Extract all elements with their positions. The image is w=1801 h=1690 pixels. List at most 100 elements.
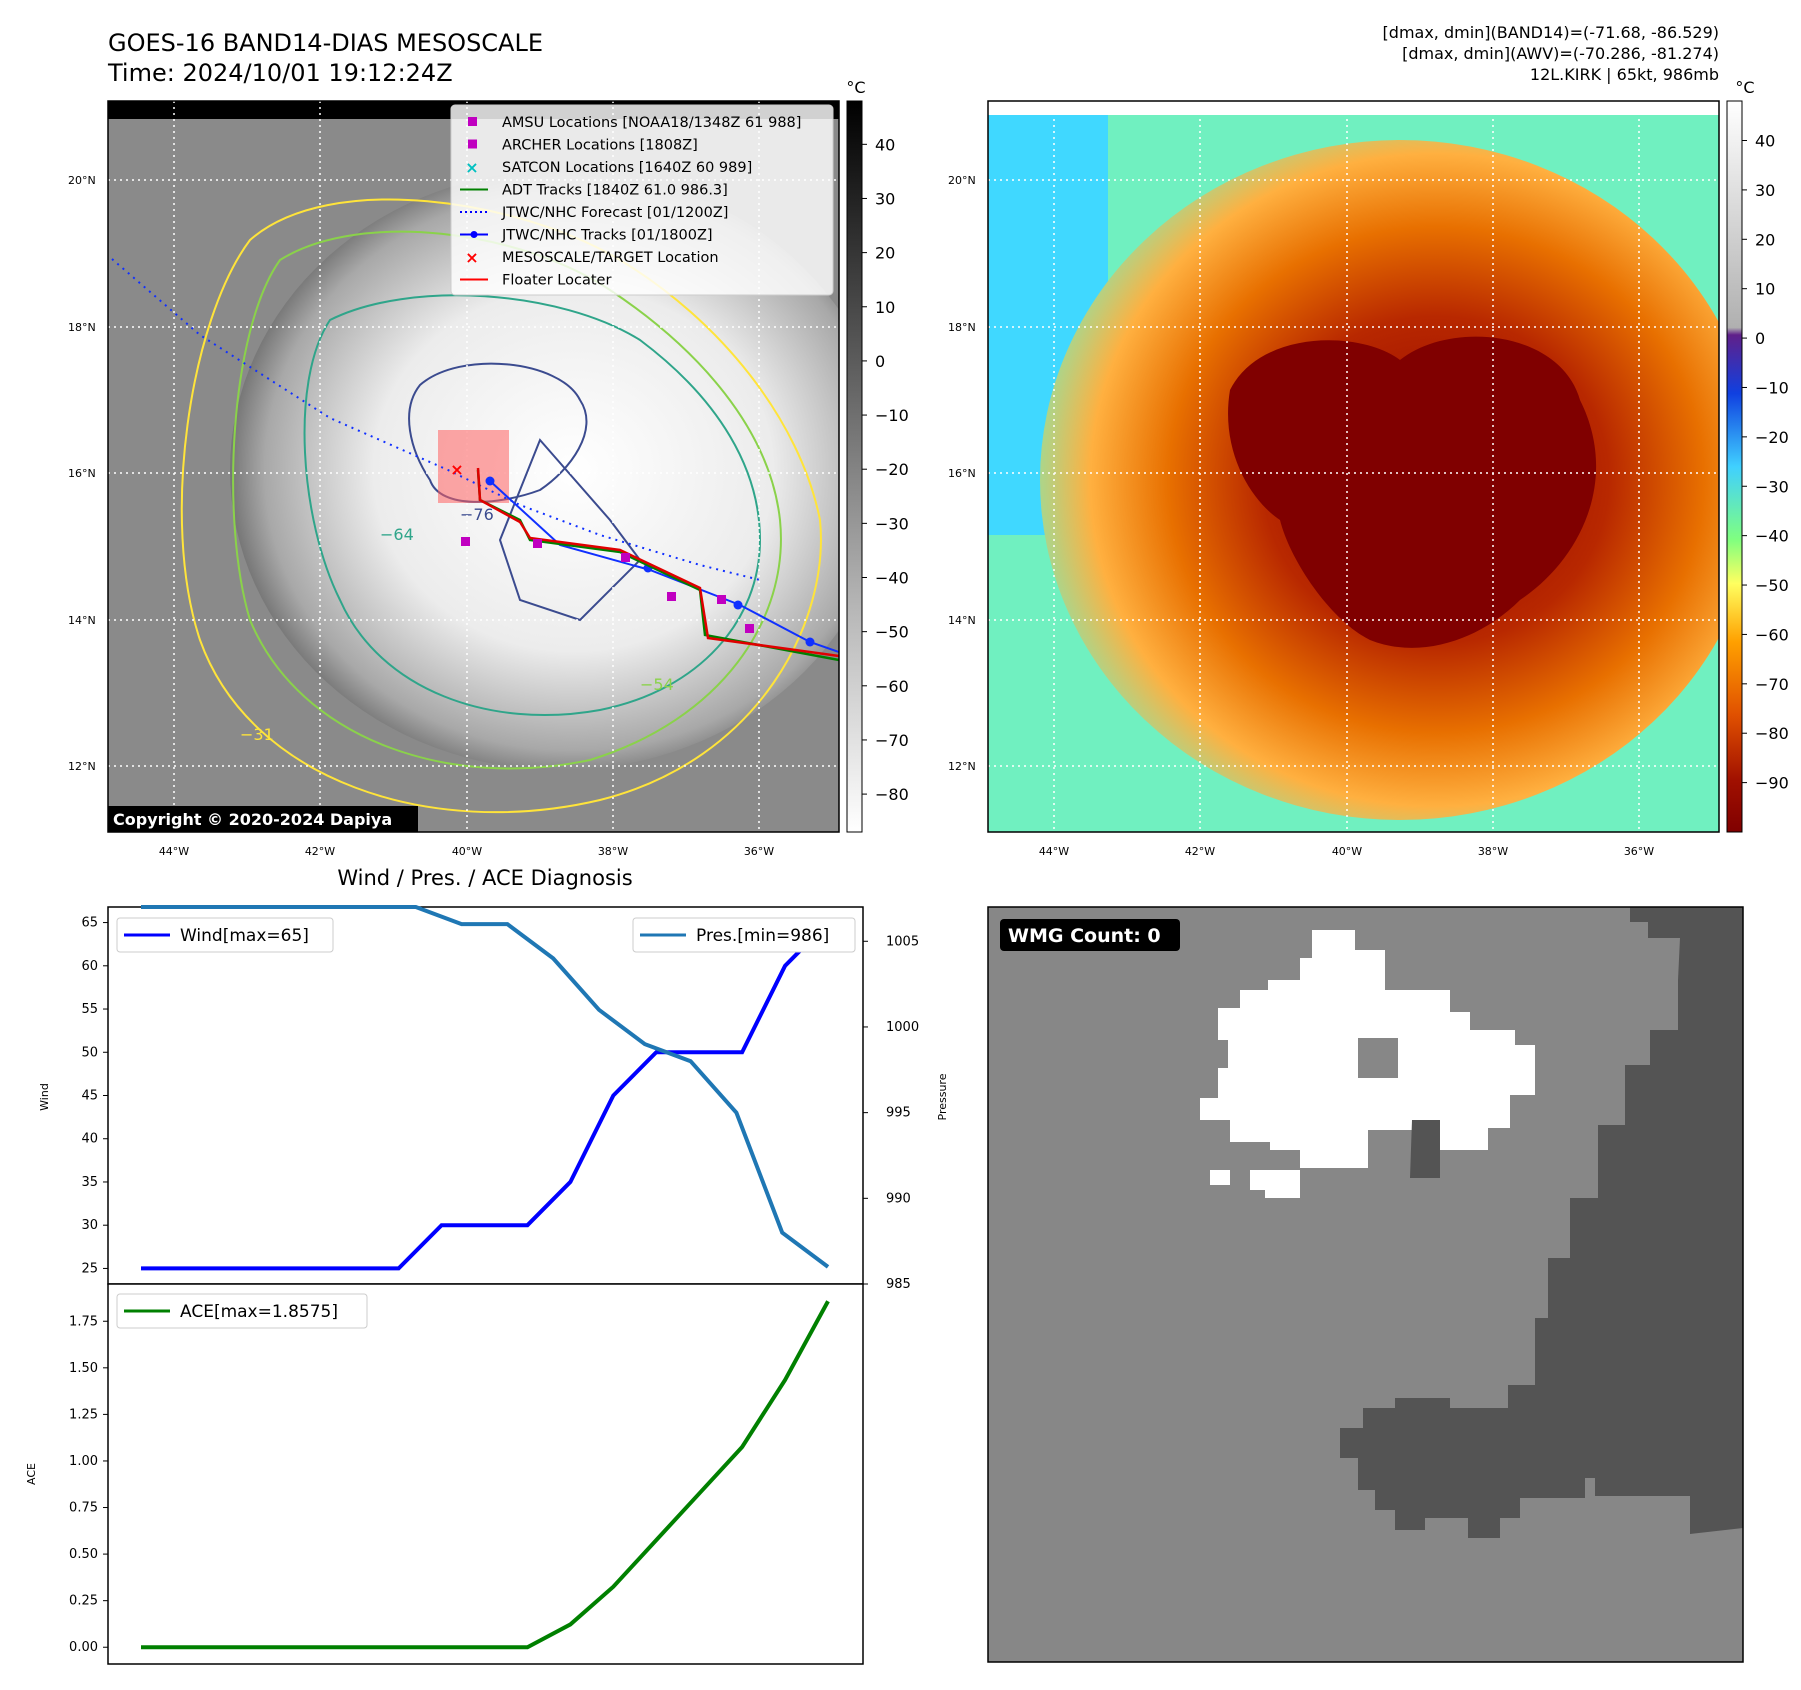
track-point [805,637,815,647]
colorbar-tick-label: 10 [1755,280,1775,299]
lat-label: 12°N [68,760,96,773]
contour-label-76: −76 [460,505,494,524]
diagnosis-title: Wind / Pres. / ACE Diagnosis [337,866,632,890]
map-frame [987,100,1720,833]
legend-box [632,917,856,953]
legend-label: JTWC/NHC Tracks [01/1800Z] [501,228,713,244]
wmg-count-badge [1000,919,1180,951]
ir-enhanced-map: 20°N 18°N 16°N 14°N 12°N 44°W 42°W 40°W … [948,78,1789,858]
colorbar-ticks: 40 30 20 10 0 −10 −20 −30 −40 −50 −60 −70 −80 [862,135,909,804]
legend-label: SATCON Locations [1640Z 60 989] [502,160,752,176]
pressure-tick-label: 995 [886,1106,911,1121]
contour-label-64: −64 [380,525,414,544]
colorbar-tick-label: −40 [875,569,909,588]
ace-tick-label: 0.75 [69,1501,98,1516]
lon-label: 44°W [1039,845,1069,858]
colorbar-tick-label: 30 [875,189,895,208]
ace-tick-label: 1.75 [69,1314,98,1329]
wind-legend: Wind[max=65] [116,917,334,953]
wind-axis-label: Wind [38,1083,51,1111]
wmg-dark-region [1340,907,1743,1538]
colorbar-tick-label: −70 [875,731,909,750]
wind-tick-label: 35 [81,1175,98,1190]
ace-tick-label: 0.50 [69,1547,98,1562]
colorbar-tick-label: 0 [875,352,885,371]
ace-chart: ACE 0.00 0.25 0.50 0.75 1.00 1.25 1.50 1.75 ACE… [25,1283,864,1665]
pressure-tick-label: 1005 [886,934,919,949]
wmg-panel: WMG Count: 0 [987,906,1744,1663]
wind-tick-label: 45 [81,1089,98,1104]
ace-axis-label: ACE [25,1463,38,1485]
map-legend: AMSU Locations [NOAA18/1348Z 61 988] ARCH… [450,104,834,296]
figure-time: Time: 2024/10/01 19:12:24Z [107,59,453,87]
colorbar-tick-label: −90 [1755,774,1789,793]
lat-label: 18°N [948,321,976,334]
legend-marker-x: × [465,158,478,177]
lon-label: 38°W [598,845,628,858]
target-x-marker: × [450,460,463,479]
wind-legend-label: Wind[max=65] [180,926,309,946]
archer-marker [667,592,676,601]
colorbar-tick-label: −60 [1755,625,1789,644]
contour-label-31: −31 [240,725,274,744]
wind-tick-label: 60 [81,959,98,974]
legend-marker-square [468,117,477,126]
colorbar-tick-label: 30 [1755,181,1775,200]
lat-label: 16°N [68,467,96,480]
ir-colorbar [1726,100,1743,833]
wmg-dark-spot [1410,1120,1440,1178]
pressure-legend-label: Pres.[min=986] [696,926,829,946]
wind-tick-label: 50 [81,1045,98,1060]
cloud-shield [230,170,839,770]
colorbar-tick-label: −30 [875,514,909,533]
colorbar-tick-label: −40 [1755,527,1789,546]
contour-label-54: −54 [640,675,674,694]
lat-label: 16°N [948,467,976,480]
legend-box [116,1293,368,1329]
legend-label: Floater Locater [502,273,611,289]
pressure-tick-label: 1000 [886,1020,919,1035]
colorbar-tick-label: −10 [875,406,909,425]
wind-tick-label: 30 [81,1218,98,1233]
colorbar-tick-label: 20 [875,244,895,263]
lon-label: 36°W [1624,845,1654,858]
archer-marker [621,553,630,562]
track-point [485,476,495,486]
lon-label: 44°W [159,845,189,858]
map-frame [107,100,840,833]
lat-label: 12°N [948,760,976,773]
lat-label: 14°N [68,614,96,627]
band14-range: [dmax, dmin](BAND14)=(-71.68, -86.529) [1383,23,1719,42]
no-data-band [988,101,1719,115]
colorbar-tick-label: 0 [1755,329,1765,348]
colorbar-tick-label: −70 [1755,675,1789,694]
legend-label: AMSU Locations [NOAA18/1348Z 61 988] [502,115,801,131]
contour-minus64 [303,294,762,717]
colorbar-tick-label: −60 [875,677,909,696]
lon-label: 36°W [744,845,774,858]
colorbar-tick-label: −50 [1755,576,1789,595]
colorbar-tick-label: −80 [1755,724,1789,743]
wmg-frame [987,906,1744,1663]
wind-pressure-chart: Wind Pressure 25 30 35 40 45 50 55 60 65 985 990 9… [38,905,949,1292]
ace-tick-label: 1.25 [69,1407,98,1422]
pressure-legend: Pres.[min=986] [632,917,856,953]
colorbar-tick-label: −10 [1755,378,1789,397]
wmg-count-label: WMG Count: 0 [1008,925,1161,947]
awv-range: [dmax, dmin](AWV)=(-70.286, -81.274) [1402,44,1719,63]
legend-label: ARCHER Locations [1808Z] [502,138,698,154]
colorbar-tick-label: 40 [1755,132,1775,151]
band14-map: −76 −64 −54 −31 [68,78,909,858]
lat-label: 14°N [948,614,976,627]
lon-label: 40°W [452,845,482,858]
deep-convection-core [1228,336,1597,648]
ace-plot-frame [107,1283,864,1665]
legend-marker-square [468,139,477,149]
wmg-eye [1358,1038,1398,1078]
legend-marker-x: × [465,248,478,267]
ace-tick-label: 0.00 [69,1640,98,1655]
colorbar-tick-label: −30 [1755,477,1789,496]
ace-legend: ACE[max=1.8575] [116,1293,368,1329]
wind-tick-label: 55 [81,1002,98,1017]
